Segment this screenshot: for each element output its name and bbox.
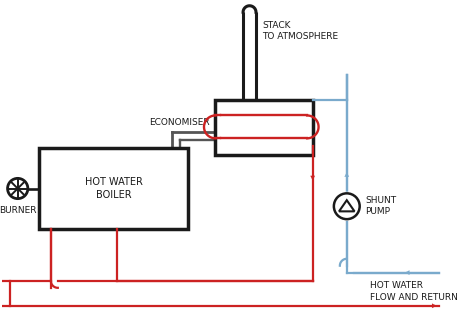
Text: SHUNT
PUMP: SHUNT PUMP [365, 196, 396, 216]
Text: ECONOMISER: ECONOMISER [149, 118, 210, 127]
Text: STACK
TO ATMOSPHERE: STACK TO ATMOSPHERE [263, 21, 338, 41]
Text: HOT WATER
BOILER: HOT WATER BOILER [85, 177, 143, 200]
Circle shape [333, 192, 361, 220]
Bar [39, 148, 188, 229]
Bar [215, 100, 313, 155]
Text: BURNER: BURNER [0, 205, 36, 214]
Text: HOT WATER
FLOW AND RETURN: HOT WATER FLOW AND RETURN [370, 282, 458, 302]
